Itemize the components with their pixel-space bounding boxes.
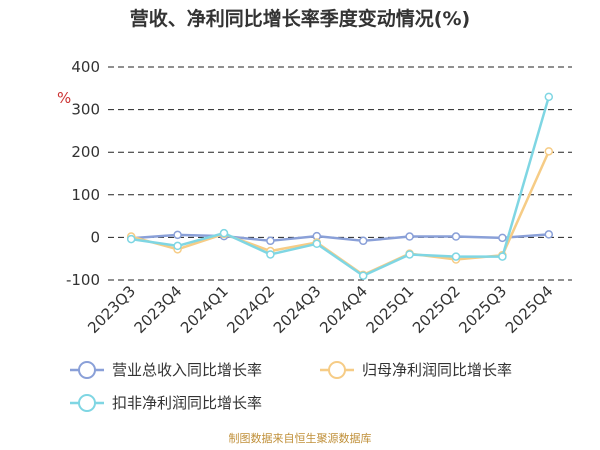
x-tick-label: 2023Q4: [131, 282, 186, 337]
series-line: [131, 233, 549, 243]
y-tick-label: 200: [71, 143, 100, 161]
data-point: [544, 147, 554, 156]
x-tick-label: 2025Q3: [455, 282, 510, 337]
y-tick-label: 100: [71, 186, 100, 204]
data-point: [358, 271, 368, 280]
data-point: [173, 241, 182, 251]
data-point: [451, 252, 461, 261]
y-tick-label: 300: [71, 101, 100, 119]
legend-item: 扣非净利润同比增长率: [70, 394, 262, 412]
data-point: [498, 252, 507, 261]
legend-marker: [328, 361, 346, 379]
data-point: [451, 232, 461, 241]
y-axis-ticks: 400 300 200 100 0 -100: [66, 58, 100, 289]
legend-marker: [78, 361, 96, 379]
source-note: 制图数据来自恒生聚源数据库: [229, 431, 372, 445]
data-point: [173, 230, 182, 240]
y-tick-label: 0: [90, 228, 100, 246]
x-tick-label: 2024Q3: [270, 282, 325, 337]
x-tick-label: 2025Q2: [409, 282, 464, 337]
series-lines: [126, 92, 554, 280]
series-3: [126, 92, 554, 280]
data-point: [266, 250, 275, 259]
data-point: [405, 232, 414, 241]
legend-label: 归母净利润同比增长率: [362, 361, 512, 379]
y-tick-label: 400: [71, 58, 100, 76]
x-tick-label: 2025Q1: [363, 282, 418, 337]
chart-title: 营收、净利同比增长率季度变动情况(%): [130, 7, 470, 30]
x-tick-label: 2024Q4: [316, 282, 371, 337]
data-point: [126, 234, 136, 244]
x-tick-label: 2023Q3: [84, 282, 139, 337]
y-axis-unit: %: [57, 89, 71, 107]
x-axis-ticks: 2023Q32023Q42024Q12024Q22024Q32024Q42025…: [84, 282, 556, 337]
data-point: [312, 239, 322, 249]
legend-item: 营业总收入同比增长率: [70, 361, 262, 379]
data-point: [498, 233, 507, 243]
series-line: [131, 96, 551, 277]
x-tick-label: 2024Q2: [223, 282, 278, 337]
data-point: [219, 228, 229, 238]
data-point: [358, 236, 368, 246]
data-point: [266, 236, 275, 246]
legend-label: 扣非净利润同比增长率: [112, 394, 262, 412]
y-tick-label: -100: [66, 271, 100, 289]
data-point: [405, 250, 414, 259]
data-point: [544, 92, 554, 102]
data-point: [544, 230, 554, 239]
legend-marker: [78, 394, 96, 412]
legend-item: 归母净利润同比增长率: [320, 361, 512, 379]
x-tick-label: 2024Q1: [177, 282, 232, 337]
x-tick-label: 2025Q4: [502, 282, 557, 337]
legend-label: 营业总收入同比增长率: [112, 361, 262, 379]
